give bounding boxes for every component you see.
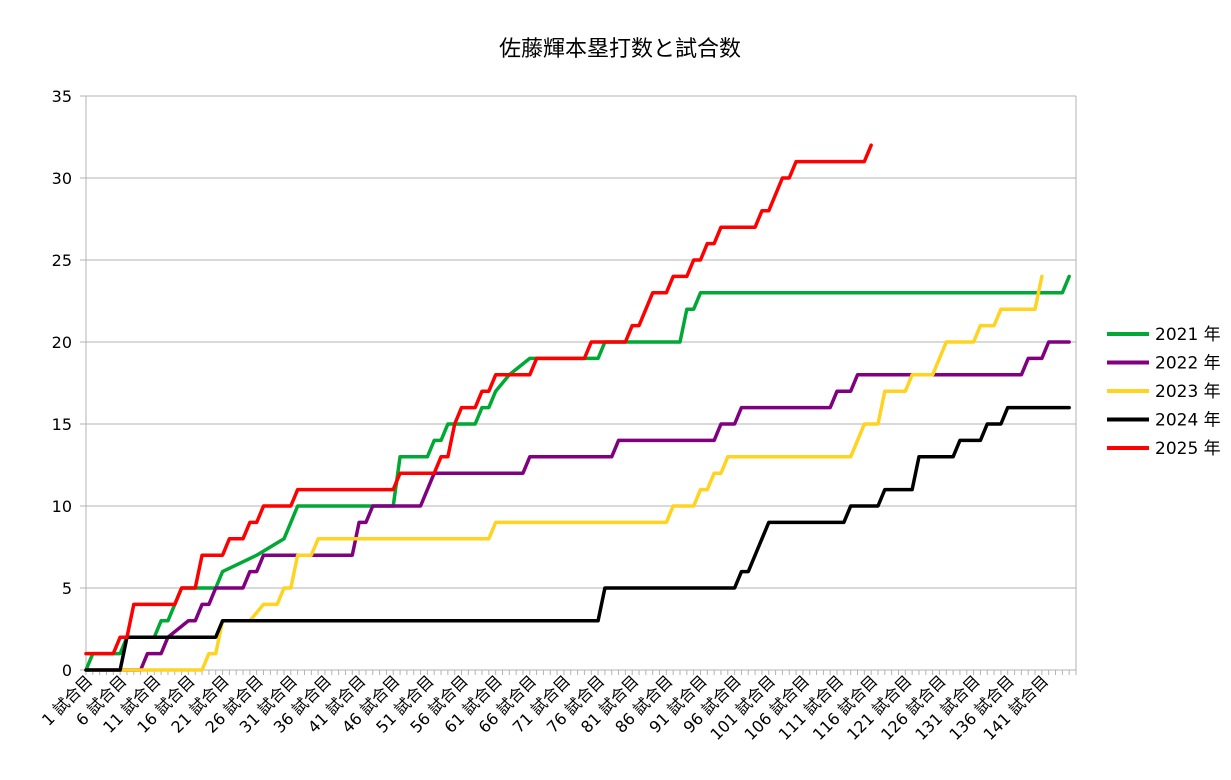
y-tick-label: 15 [52,415,72,434]
gridlines [85,95,1077,671]
series-line-4 [84,405,1071,672]
y-axis: 0 5 10 15 20 25 30 35 [52,87,86,680]
chart-title: 佐藤輝本塁打数と試合数 [499,37,741,62]
y-tick-label: 20 [52,333,72,352]
series-lines [84,143,1071,672]
legend-label: 2021 年 [1155,325,1221,345]
series-line-2 [84,340,1071,672]
legend-label: 2024 年 [1155,411,1221,431]
series-line-5 [84,143,873,656]
y-tick-label: 0 [62,661,72,680]
y-tick-label: 35 [52,87,72,106]
legend-label: 2022 年 [1155,354,1221,374]
y-tick-label: 10 [52,497,72,516]
series-line-3 [84,274,1044,672]
series-line-1 [84,274,1071,672]
legend-label: 2025 年 [1155,439,1221,459]
y-tick-label: 25 [52,251,72,270]
y-tick-label: 5 [62,579,72,598]
legend-label: 2023 年 [1155,382,1221,402]
y-tick-label: 30 [52,169,72,188]
legend: 2021 年 2022 年 2023 年 2024 年 2025 年 [1107,325,1221,459]
